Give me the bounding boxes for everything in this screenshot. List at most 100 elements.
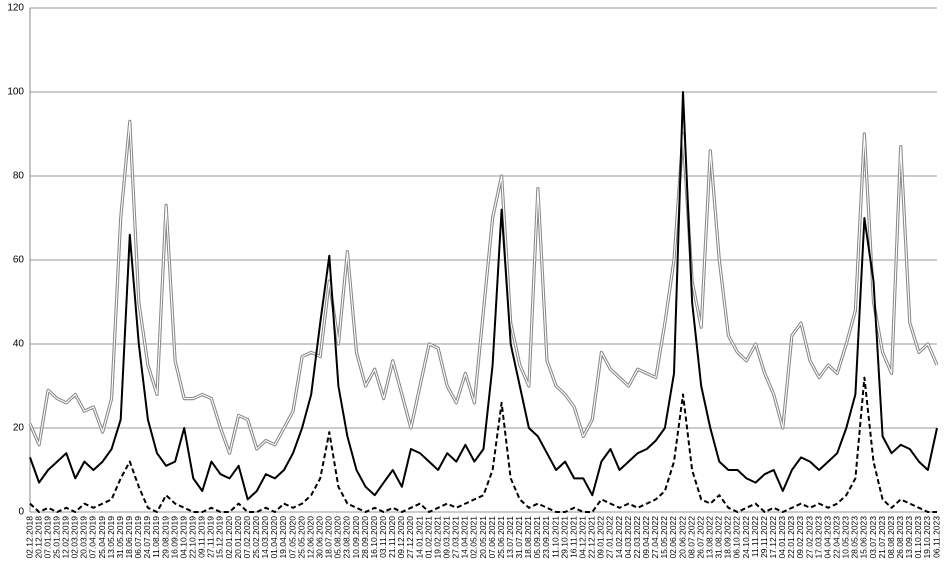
x-tick-label: 29.08.2019 xyxy=(160,516,170,559)
x-tick-label: 23.08.2020 xyxy=(342,516,352,559)
x-tick-label: 20.06.2022 xyxy=(677,516,687,559)
x-tick-label: 16.11.2021 xyxy=(568,516,578,558)
x-tick-label: 20.03.2019 xyxy=(79,516,89,559)
x-tick-label: 24.10.2022 xyxy=(741,516,751,559)
x-tick-label: 31.07.2021 xyxy=(514,516,524,559)
x-tick-label: 22.03.2022 xyxy=(632,516,642,559)
x-tick-label: 05.09.2021 xyxy=(532,516,542,559)
x-tick-label: 26.07.2022 xyxy=(695,516,705,559)
x-tick-label: 02.03.2019 xyxy=(70,516,80,559)
x-tick-label: 25.06.2021 xyxy=(496,516,506,559)
x-tick-label: 13.05.2019 xyxy=(106,516,116,559)
x-tick-label: 04.04.2023 xyxy=(822,516,832,559)
x-tick-label: 05.08.2020 xyxy=(333,516,343,559)
x-tick-label: 13.07.2021 xyxy=(505,516,515,559)
y-tick-label: 40 xyxy=(13,339,25,350)
x-tick-label: 13.09.2023 xyxy=(904,516,914,559)
y-tick-label: 0 xyxy=(18,507,24,518)
x-tick-label: 28.05.2023 xyxy=(850,516,860,559)
x-tick-label: 16.09.2019 xyxy=(169,516,179,559)
x-tick-label: 23.09.2021 xyxy=(541,516,551,559)
x-tick-label: 30.06.2020 xyxy=(314,516,324,559)
x-tick-label: 24.07.2019 xyxy=(142,516,152,559)
x-tick-label: 09.01.2022 xyxy=(596,516,606,559)
x-tick-label: 04.03.2022 xyxy=(623,516,633,559)
x-tick-label: 20.01.2020 xyxy=(233,516,243,559)
x-tick-label: 18.06.2019 xyxy=(124,516,134,559)
x-tick-label: 17.12.2022 xyxy=(768,516,778,559)
x-tick-label: 29.11.2022 xyxy=(759,516,769,558)
series-line xyxy=(28,119,939,455)
x-tick-label: 09.03.2021 xyxy=(441,516,451,559)
x-tick-label: 09.11.2019 xyxy=(197,516,207,558)
x-tick-label: 07.01.2019 xyxy=(42,516,52,559)
x-tick-label: 02.01.2020 xyxy=(224,516,234,559)
x-tick-label: 27.11.2019 xyxy=(206,516,216,558)
x-tick-label: 14.04.2021 xyxy=(460,516,470,559)
x-tick-label: 06.10.2022 xyxy=(732,516,742,559)
y-tick-label: 20 xyxy=(13,423,25,434)
y-tick-label: 80 xyxy=(13,171,25,182)
x-tick-label: 22.12.2021 xyxy=(587,516,597,559)
x-tick-label: 13.08.2022 xyxy=(705,516,715,559)
x-tick-label: 16.10.2020 xyxy=(369,516,379,559)
x-tick-label: 14.01.2021 xyxy=(414,516,424,559)
x-tick-label: 07.04.2019 xyxy=(88,516,98,559)
x-tick-label: 21.11.2020 xyxy=(387,516,397,558)
x-tick-label: 09.02.2023 xyxy=(795,516,805,559)
series-line-inner xyxy=(29,120,938,454)
x-tick-label: 04.12.2021 xyxy=(578,516,588,559)
x-tick-label: 08.08.2023 xyxy=(886,516,896,559)
x-tick-label: 27.01.2022 xyxy=(605,516,615,559)
x-tick-label: 20.12.2018 xyxy=(33,516,43,559)
y-tick-label: 120 xyxy=(7,3,24,14)
x-tick-label: 11.11.2022 xyxy=(750,516,760,558)
x-tick-label: 19.02.2021 xyxy=(432,516,442,559)
x-tick-label: 25.04.2019 xyxy=(97,516,107,559)
x-tick-label: 03.07.2023 xyxy=(868,516,878,559)
x-tick-label: 04.10.2019 xyxy=(178,516,188,559)
x-tick-label: 22.10.2019 xyxy=(188,516,198,559)
x-tick-label: 31.05.2019 xyxy=(115,516,125,559)
x-tick-label: 29.10.2021 xyxy=(559,516,569,559)
x-tick-label: 01.10.2023 xyxy=(913,516,923,559)
x-tick-label: 27.02.2023 xyxy=(804,516,814,559)
x-tick-label: 03.11.2020 xyxy=(378,516,388,558)
x-tick-label: 10.09.2020 xyxy=(351,516,361,559)
x-tick-label: 14.03.2020 xyxy=(260,516,270,559)
x-tick-label: 22.04.2023 xyxy=(831,516,841,559)
x-tick-label: 07.05.2020 xyxy=(287,516,297,559)
x-tick-label: 27.12.2020 xyxy=(405,516,415,559)
x-tick-label: 08.07.2022 xyxy=(686,516,696,559)
x-tick-label: 31.08.2022 xyxy=(714,516,724,559)
x-tick-label: 02.12.2018 xyxy=(24,516,34,559)
x-tick-label: 19.04.2020 xyxy=(278,516,288,559)
x-tick-label: 18.08.2021 xyxy=(523,516,533,559)
series-line xyxy=(29,91,938,501)
x-tick-label: 12.06.2020 xyxy=(305,516,315,559)
x-tick-label: 15.05.2022 xyxy=(659,516,669,559)
x-tick-label: 25.01.2019 xyxy=(51,516,61,559)
x-tick-label: 07.06.2021 xyxy=(487,516,497,559)
x-tick-label: 02.06.2022 xyxy=(668,516,678,559)
x-tick-label: 22.01.2023 xyxy=(786,516,796,559)
x-tick-label: 04.01.2023 xyxy=(777,516,787,559)
x-tick-label: 17.03.2023 xyxy=(813,516,823,559)
x-tick-label: 15.12.2019 xyxy=(215,516,225,559)
x-tick-label: 28.09.2020 xyxy=(360,516,370,559)
x-tick-label: 01.04.2020 xyxy=(269,516,279,559)
x-tick-label: 09.04.2022 xyxy=(641,516,651,559)
x-tick-label: 09.12.2020 xyxy=(396,516,406,559)
x-tick-label: 02.05.2021 xyxy=(469,516,479,559)
x-tick-label: 07.02.2020 xyxy=(242,516,252,559)
x-tick-label: 06.07.2019 xyxy=(133,516,143,559)
x-tick-label: 18.07.2020 xyxy=(324,516,334,559)
x-tick-label: 27.03.2021 xyxy=(451,516,461,559)
x-tick-label: 18.09.2022 xyxy=(723,516,733,559)
x-tick-label: 11.10.2021 xyxy=(550,516,560,558)
y-tick-label: 100 xyxy=(7,87,24,98)
series-line xyxy=(29,376,937,513)
x-tick-label: 25.02.2020 xyxy=(251,516,261,559)
x-tick-label: 19.10.2023 xyxy=(922,516,932,559)
